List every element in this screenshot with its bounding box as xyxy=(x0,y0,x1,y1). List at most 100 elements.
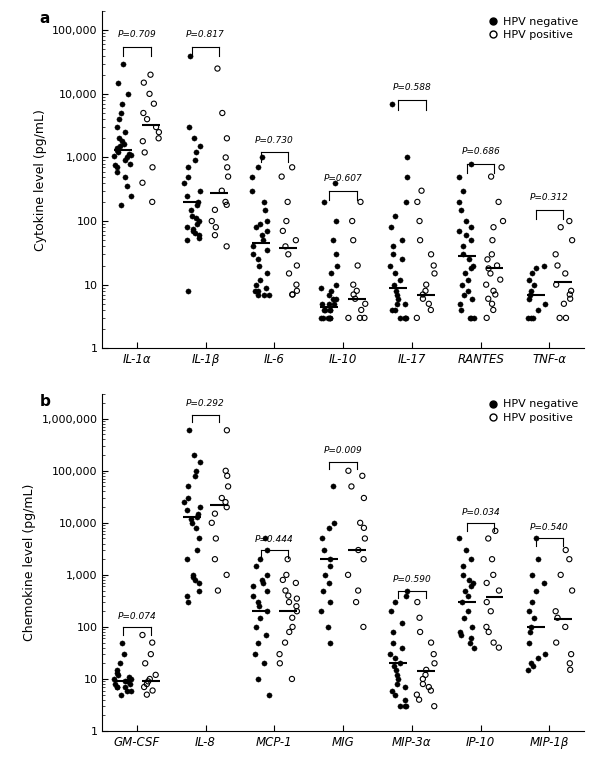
Point xyxy=(395,274,405,286)
Point xyxy=(465,312,474,324)
Point xyxy=(556,221,565,233)
Point xyxy=(489,637,499,649)
Point xyxy=(317,298,327,310)
Point xyxy=(213,584,223,597)
Point xyxy=(488,568,498,581)
Point xyxy=(252,559,261,572)
Point xyxy=(353,584,363,597)
Point xyxy=(255,612,265,624)
Point xyxy=(218,107,227,119)
Point xyxy=(262,268,272,280)
Point xyxy=(561,312,571,324)
Point xyxy=(455,298,464,310)
Point xyxy=(288,621,298,633)
Point xyxy=(250,648,260,660)
Point xyxy=(191,464,201,477)
Point xyxy=(195,232,204,244)
Point xyxy=(349,234,358,246)
Text: P=0.444: P=0.444 xyxy=(255,535,294,544)
Point xyxy=(553,259,562,271)
Point xyxy=(322,621,332,633)
Point xyxy=(418,673,428,685)
Point xyxy=(125,157,134,169)
Point xyxy=(190,470,200,482)
Point xyxy=(183,590,192,602)
Point xyxy=(292,285,302,297)
Point xyxy=(116,107,126,119)
Point xyxy=(193,511,202,523)
Point xyxy=(146,68,155,81)
Point xyxy=(565,553,574,565)
Point xyxy=(388,249,397,261)
Point xyxy=(325,312,334,324)
Text: P=0.588: P=0.588 xyxy=(393,84,431,93)
Point xyxy=(326,285,336,297)
Point xyxy=(127,149,136,161)
Point xyxy=(183,234,192,246)
Point xyxy=(359,621,368,633)
Point xyxy=(258,577,268,589)
Point xyxy=(222,198,231,211)
Point xyxy=(560,621,570,633)
Point xyxy=(533,304,543,316)
Point xyxy=(192,218,202,230)
Point xyxy=(466,312,476,324)
Point xyxy=(401,196,411,208)
Point xyxy=(559,298,569,310)
Point xyxy=(291,577,300,589)
Point xyxy=(322,312,332,324)
Point xyxy=(487,249,497,261)
Point xyxy=(221,496,230,508)
Point xyxy=(190,227,200,239)
Point xyxy=(183,596,193,608)
Point xyxy=(253,253,262,265)
Point xyxy=(255,218,264,230)
Point xyxy=(262,584,271,597)
Point xyxy=(356,304,366,316)
Point xyxy=(463,590,472,602)
Point xyxy=(249,581,258,593)
Point xyxy=(397,641,406,654)
Point xyxy=(466,262,475,274)
Point xyxy=(318,584,328,597)
Point xyxy=(195,140,205,152)
Point xyxy=(221,151,230,163)
Point xyxy=(319,196,328,208)
Point xyxy=(324,522,333,534)
Point xyxy=(194,229,203,241)
Point xyxy=(124,671,134,683)
Point xyxy=(418,678,428,690)
Point xyxy=(400,312,409,324)
Point xyxy=(356,196,365,208)
Point xyxy=(397,253,406,265)
Point xyxy=(287,673,297,685)
Point xyxy=(424,298,434,310)
Point xyxy=(483,253,492,265)
Point xyxy=(531,262,540,274)
Point xyxy=(458,559,468,572)
Point xyxy=(527,657,536,670)
Point xyxy=(183,492,193,504)
Text: P=0.590: P=0.590 xyxy=(393,575,431,584)
Point xyxy=(142,113,152,125)
Point xyxy=(387,605,396,617)
Point xyxy=(390,268,400,280)
Point xyxy=(148,637,157,649)
Point xyxy=(194,215,203,227)
Point xyxy=(222,132,231,144)
Point xyxy=(355,312,365,324)
Point xyxy=(455,170,464,182)
Point xyxy=(486,170,496,182)
Point xyxy=(421,285,430,297)
Point xyxy=(531,584,540,597)
Point xyxy=(123,685,132,697)
Point xyxy=(253,161,262,173)
Point xyxy=(325,559,335,572)
Text: P=0.312: P=0.312 xyxy=(530,193,569,202)
Point xyxy=(186,49,195,62)
Text: P=0.540: P=0.540 xyxy=(530,523,569,532)
Point xyxy=(397,234,407,246)
Point xyxy=(193,196,203,208)
Point xyxy=(281,568,291,581)
Point xyxy=(255,553,264,565)
